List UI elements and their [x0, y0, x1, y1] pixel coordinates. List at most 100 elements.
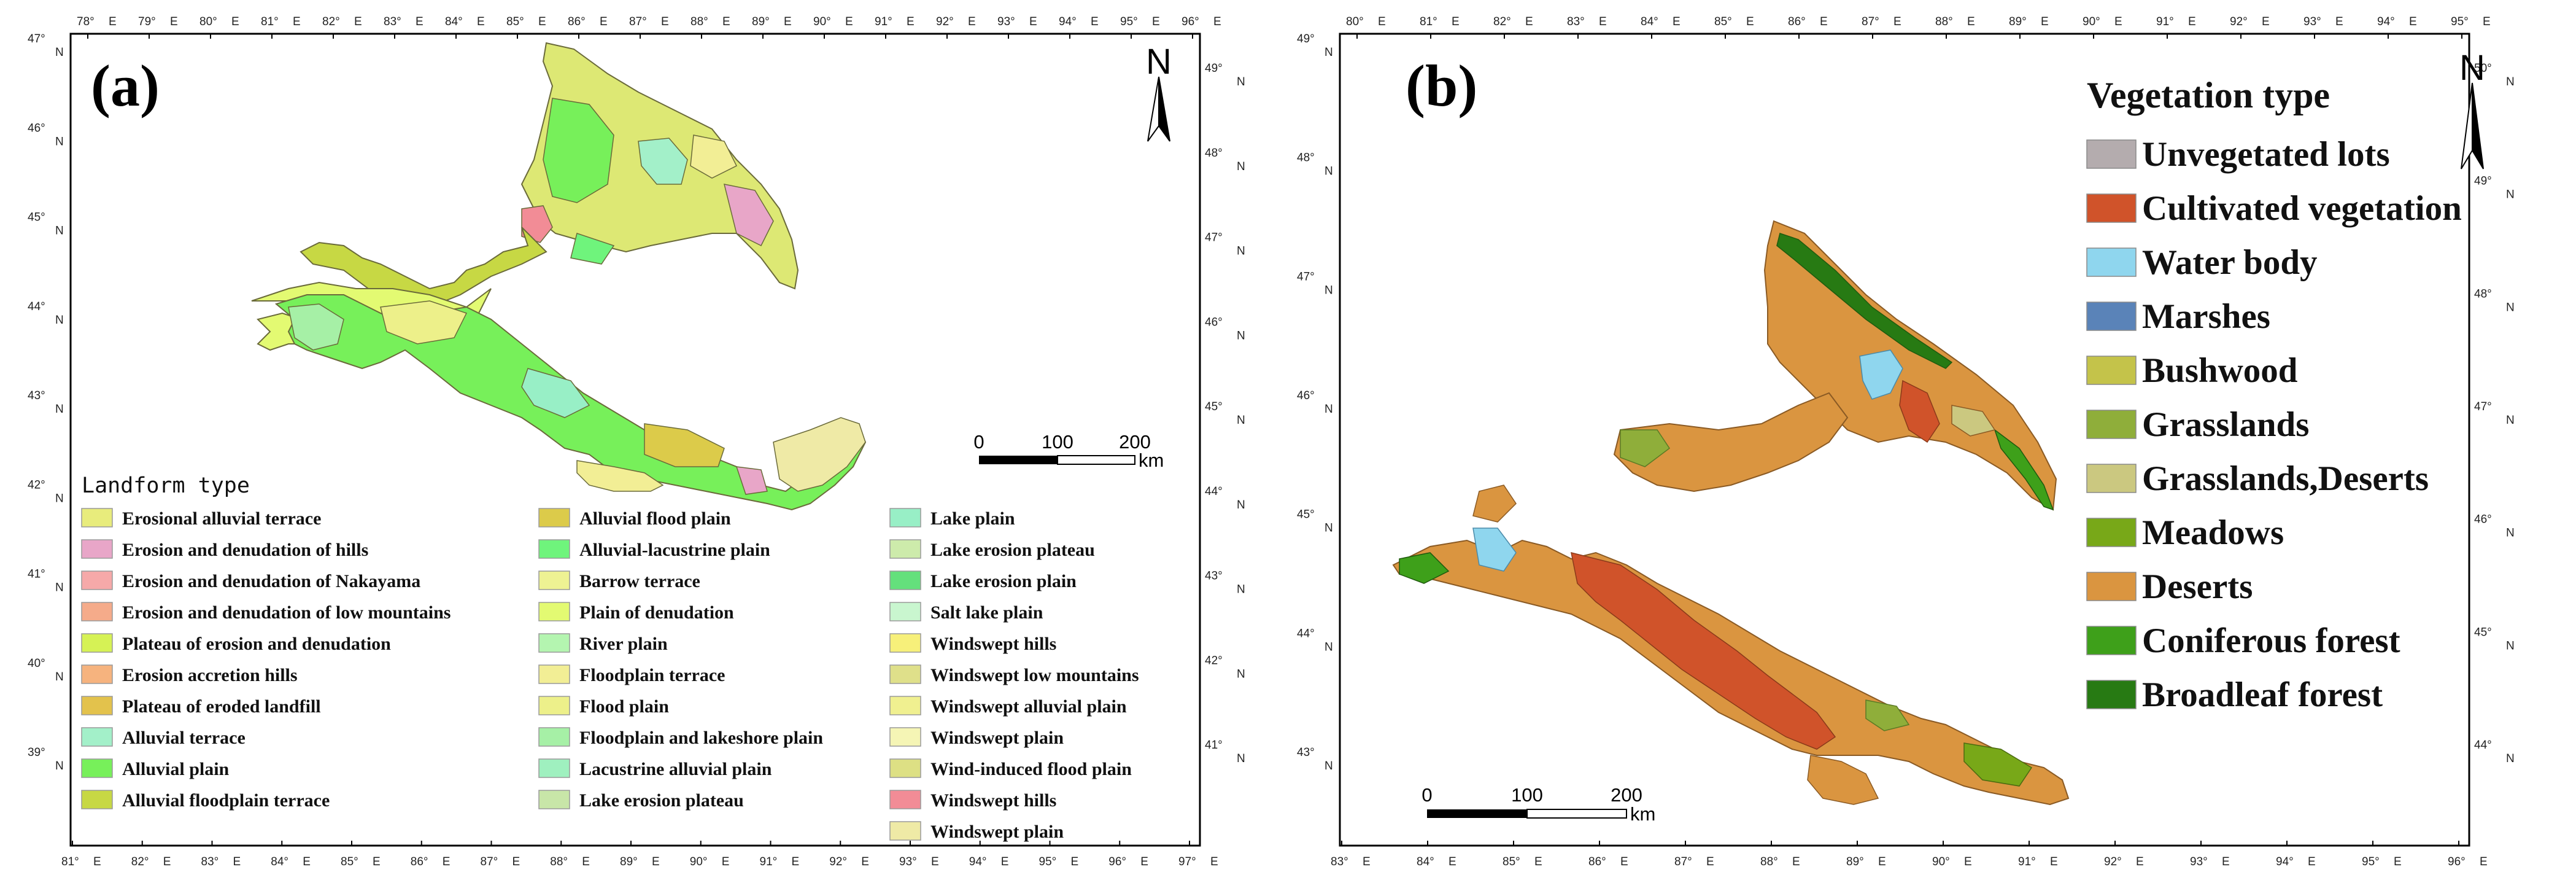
scale-b-t0: 0: [1421, 784, 1432, 806]
legend-a: Erosional alluvial terrace Erosion and de…: [81, 508, 1139, 842]
tick-bottom-suffix: E: [1792, 855, 1800, 868]
legend-b-item-label: Unvegetated lots: [2142, 135, 2390, 174]
tick-top: 87°: [1862, 15, 1879, 28]
tick-bottom: 87°: [1674, 855, 1692, 868]
region-south-east: [773, 417, 866, 492]
tick-top: 86°: [1788, 15, 1806, 28]
tick-top: 84°: [1641, 15, 1658, 28]
tick-bottom-suffix: E: [1534, 855, 1542, 868]
tick-top-suffix: E: [2114, 15, 2122, 28]
tick-right-suffix: N: [1237, 160, 1245, 173]
veg-south-grass3: [1865, 699, 1910, 731]
tick-left-suffix: N: [1325, 165, 1333, 178]
map-frame-b: [1339, 33, 2470, 847]
legend-a-swatch: [538, 696, 570, 715]
legend-a-swatch: [81, 727, 113, 747]
tick-top: 81°: [261, 15, 279, 28]
tick-bottom-suffix: E: [2308, 855, 2316, 868]
tick-bottom: 93°: [2190, 855, 2208, 868]
tick-top: 82°: [1493, 15, 1511, 28]
tick-top: 89°: [752, 15, 770, 28]
tick-top: 92°: [2230, 15, 2248, 28]
veg-south-water: [1472, 528, 1517, 572]
legend-a-item-label: Alluvial floodplain terrace: [122, 790, 330, 811]
tick-bottom-suffix: E: [1706, 855, 1714, 868]
legend-a-swatch: [538, 508, 570, 528]
legend-a-swatch: [81, 508, 113, 528]
tick-top: 84°: [445, 15, 463, 28]
tick-right-suffix: N: [2506, 189, 2515, 201]
legend-b: Unvegetated lots Cultivated vegetation Wat…: [2086, 135, 2462, 714]
legend-a-swatch: [81, 633, 113, 653]
tick-top: 79°: [138, 15, 156, 28]
legend-a-item-label: Windswept low mountains: [930, 665, 1139, 685]
legend-a-item-label: Salt lake plain: [930, 602, 1043, 623]
legend-b-swatch: [2086, 518, 2137, 547]
tick-left: 43°: [1297, 746, 1315, 759]
tick-bottom: 97°: [1178, 855, 1196, 868]
tick-right: 46°: [2474, 513, 2492, 526]
tick-right-suffix: N: [2506, 414, 2515, 427]
tick-bottom: 86°: [411, 855, 428, 868]
legend-b-swatch: [2086, 680, 2137, 709]
legend-b-item-label: Broadleaf forest: [2142, 676, 2383, 714]
tick-top: 82°: [322, 15, 340, 28]
legend-b-swatch: [2086, 247, 2137, 277]
legend-a-swatch: [889, 570, 921, 590]
legend-a-swatch: [81, 570, 113, 590]
legend-a-swatch: [81, 758, 113, 778]
tick-right-suffix: N: [1237, 329, 1245, 342]
tick-right: 42°: [1205, 654, 1223, 667]
region-north-green: [543, 98, 614, 203]
landform-map: [251, 42, 867, 511]
legend-a-item-label: Lacustrine alluvial plain: [579, 759, 772, 779]
tick-top-suffix: E: [2483, 15, 2491, 28]
tick-bottom-suffix: E: [93, 855, 101, 868]
veg-south-cult: [1571, 551, 1836, 750]
legend-b-swatch: [2086, 410, 2137, 439]
tick-top: 78°: [77, 15, 95, 28]
veg-north-grass: [1951, 405, 1996, 437]
tick-top: 90°: [813, 15, 831, 28]
tick-top-suffix: E: [1091, 15, 1099, 28]
legend-b-swatch: [2086, 572, 2137, 601]
tick-bottom-suffix: E: [1363, 855, 1371, 868]
veg-north-forest2: [1994, 428, 2054, 511]
tick-left: 47°: [1297, 270, 1315, 283]
tick-top: 81°: [1420, 15, 1437, 28]
legend-a-item-label: Lake plain: [930, 508, 1015, 529]
tick-bottom: 94°: [969, 855, 987, 868]
tick-top-suffix: E: [1893, 15, 1901, 28]
tick-bottom-suffix: E: [792, 855, 800, 868]
legend-title-b: Vegetation type: [2087, 75, 2330, 115]
tick-top-suffix: E: [1599, 15, 1607, 28]
veg-south-grass2: [1963, 742, 2033, 787]
tick-top: 83°: [1567, 15, 1585, 28]
legend-a-item-label: Windswept plain: [930, 728, 1064, 748]
legend-a-swatch: [81, 664, 113, 684]
veg-north-water: [1859, 349, 1903, 400]
tick-left: 47°: [28, 33, 45, 45]
tick-top-suffix: E: [907, 15, 915, 28]
tick-right: 47°: [2474, 400, 2492, 413]
tick-bottom-suffix: E: [1001, 855, 1009, 868]
legend-a-swatch: [538, 727, 570, 747]
tick-bottom-suffix: E: [652, 855, 660, 868]
vegetation-map: [1392, 220, 2070, 806]
tick-bottom: 94°: [2276, 855, 2294, 868]
tick-bottom: 91°: [2018, 855, 2036, 868]
legend-a-swatch: [538, 570, 570, 590]
tick-left: 45°: [1297, 508, 1315, 521]
veg-neck: [1613, 392, 1849, 493]
legend-b-item-label: Water body: [2142, 243, 2318, 282]
veg-south-grass: [1399, 552, 1450, 584]
tick-left-suffix: N: [55, 492, 64, 505]
tick-bottom: 93°: [899, 855, 917, 868]
tick-top-suffix: E: [600, 15, 608, 28]
tick-top: 83°: [384, 15, 401, 28]
tick-bottom: 90°: [690, 855, 708, 868]
tick-bottom: 96°: [2448, 855, 2466, 868]
tick-top: 88°: [1935, 15, 1953, 28]
tick-bottom: 88°: [1760, 855, 1778, 868]
tick-top: 90°: [2083, 15, 2100, 28]
